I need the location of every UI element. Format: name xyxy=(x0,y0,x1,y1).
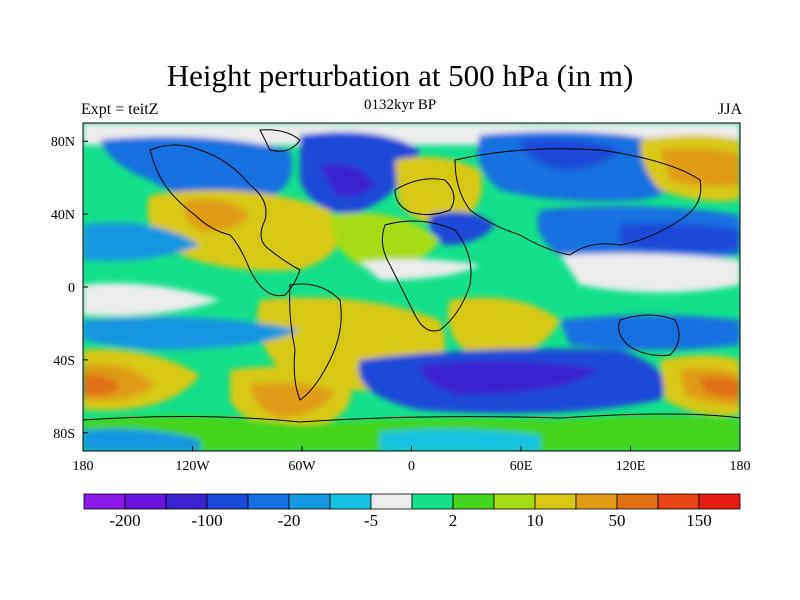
lat-tick-label: 40N xyxy=(51,208,75,223)
colorbar-box xyxy=(124,493,167,510)
colorbar-label: -20 xyxy=(278,511,301,530)
lat-tick-label: 0 xyxy=(68,281,75,296)
coast-asia xyxy=(454,148,702,256)
lon-tick-label: 180 xyxy=(73,459,94,474)
field-sio-yellow xyxy=(448,297,560,360)
field-asia-deep xyxy=(620,223,740,252)
coast-south-america xyxy=(289,283,342,401)
colorbar-box xyxy=(329,493,372,510)
field-soc-deep xyxy=(420,361,600,395)
field-satl-orange xyxy=(250,382,335,418)
colorbar: -200 -100 -20 -5 2 10 50 150 xyxy=(83,493,741,530)
colorbar-box xyxy=(206,493,249,510)
lon-tick-label: 0 xyxy=(408,459,415,474)
lon-tick-label: 120W xyxy=(175,459,210,474)
coast-antarctica xyxy=(83,413,740,423)
colorbar-box xyxy=(247,493,290,510)
experiment-label: Expt = teitZ xyxy=(81,101,159,118)
colorbar-label: -5 xyxy=(364,511,378,530)
field-natl-deep xyxy=(320,164,375,197)
lon-tick-label: 120E xyxy=(616,459,646,474)
lon-tick-label: 60W xyxy=(288,459,316,474)
colorbar-box xyxy=(616,493,659,510)
coast-europe xyxy=(394,178,455,216)
colorbar-box xyxy=(534,493,577,510)
lon-tick-label: 60E xyxy=(510,459,533,474)
coast-australia xyxy=(618,314,680,356)
field-europe-yellow xyxy=(395,156,482,225)
field-sp-darkorange xyxy=(83,374,120,396)
colorbar-box xyxy=(165,493,208,510)
field-eurasia-deep xyxy=(520,138,620,170)
coastlines xyxy=(83,129,740,423)
field-na-orange xyxy=(184,199,250,231)
colorbar-box xyxy=(575,493,618,510)
coast-greenland xyxy=(259,129,301,152)
colorbar-label: 2 xyxy=(449,511,458,530)
colorbar-box xyxy=(370,493,413,510)
latitude-axis: 80N 40N 0 40S 80S xyxy=(51,135,88,442)
lat-tick-label: 80S xyxy=(53,427,75,442)
plot-title: Height perturbation at 500 hPa (in m) xyxy=(166,58,634,93)
field-wpac-lightblue xyxy=(83,222,200,261)
colorbar-box xyxy=(698,493,741,510)
field-epac-gray xyxy=(83,283,220,316)
field-npac-orange xyxy=(660,148,740,187)
lat-tick-label: 80N xyxy=(51,135,75,150)
field-aus-blue xyxy=(560,315,740,350)
field-sepac-blue xyxy=(83,316,300,350)
field-npac-blue xyxy=(100,136,292,203)
field-africa-green xyxy=(330,212,440,270)
colorbar-label: -100 xyxy=(191,511,222,530)
colorbar-label: 50 xyxy=(609,511,626,530)
field-antarctic-blue xyxy=(83,428,200,451)
field-io-gray xyxy=(560,253,740,293)
colorbar-box xyxy=(452,493,495,510)
colorbar-label: 150 xyxy=(686,511,712,530)
colorbar-label: -200 xyxy=(109,511,140,530)
colorbar-box xyxy=(657,493,700,510)
lat-tick-label: 40S xyxy=(53,354,75,369)
colorbar-box xyxy=(288,493,331,510)
time-label: 0132kyr BP xyxy=(363,97,437,113)
lon-tick-label: 180 xyxy=(730,459,751,474)
field-nz-darkorange xyxy=(700,377,740,398)
field-med-blue xyxy=(429,211,495,245)
colorbar-label: 10 xyxy=(527,511,544,530)
season-label: JJA xyxy=(717,101,742,118)
field-antarctic-cyan xyxy=(380,429,540,451)
longitude-axis: 180 120W 60W 0 60E 120E 180 xyxy=(73,446,751,474)
contour-field xyxy=(83,123,740,451)
colorbar-box xyxy=(83,493,126,510)
coast-north-america xyxy=(149,144,301,297)
coast-africa xyxy=(381,220,472,332)
colorbar-box xyxy=(411,493,454,510)
colorbar-box xyxy=(493,493,536,510)
